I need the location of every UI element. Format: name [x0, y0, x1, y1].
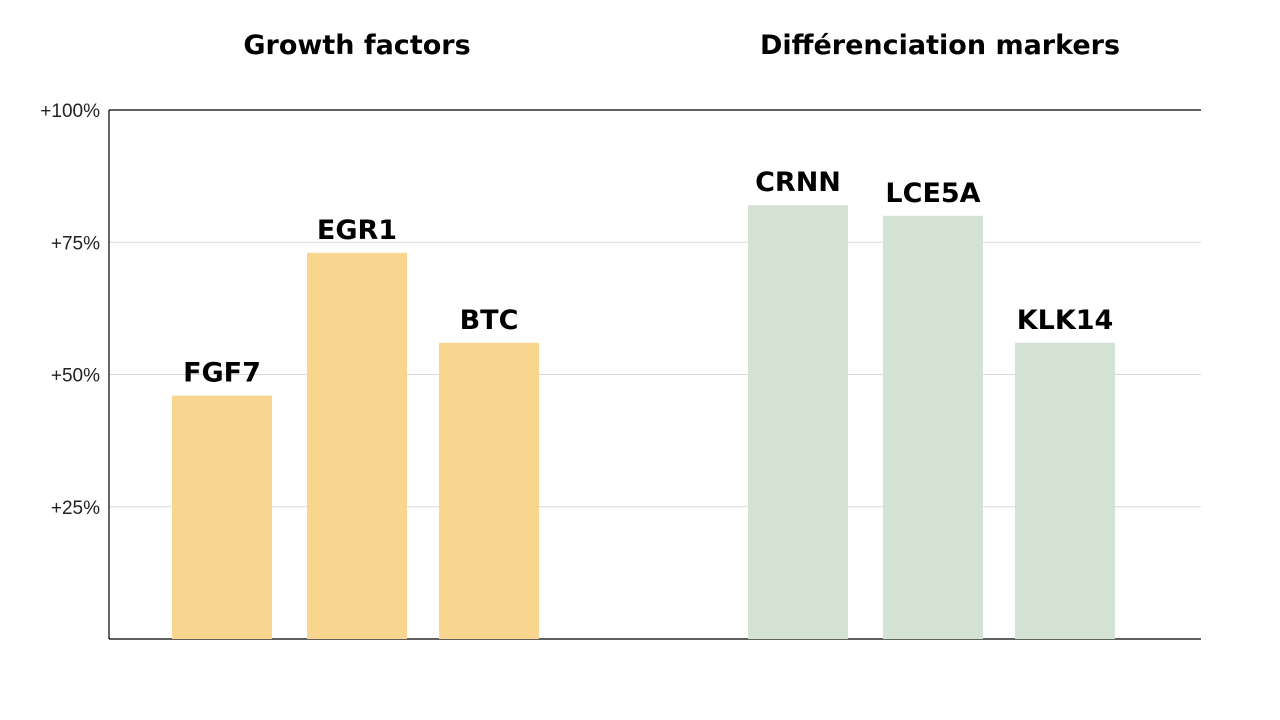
y-tick-label: +25%	[51, 498, 100, 519]
bar-label: KLK14	[1017, 305, 1114, 336]
y-tick-label: +100%	[40, 101, 100, 122]
bar-egr1	[307, 252, 407, 639]
bar-label: FGF7	[183, 358, 261, 389]
bar-klk14	[1015, 342, 1115, 639]
bar-label: CRNN	[755, 167, 841, 198]
bar-lce5a	[883, 215, 983, 640]
y-tick-label: +75%	[51, 233, 100, 254]
bar-crnn	[748, 205, 848, 639]
bar-btc	[439, 342, 539, 639]
bar-label: EGR1	[317, 215, 397, 246]
bar-fgf7	[172, 395, 272, 639]
group-title: Différenciation markers	[760, 30, 1120, 61]
y-tick-label: +50%	[51, 366, 100, 387]
bar-label: LCE5A	[885, 178, 980, 209]
group-title: Growth factors	[243, 30, 470, 61]
bar-label: BTC	[460, 305, 519, 336]
